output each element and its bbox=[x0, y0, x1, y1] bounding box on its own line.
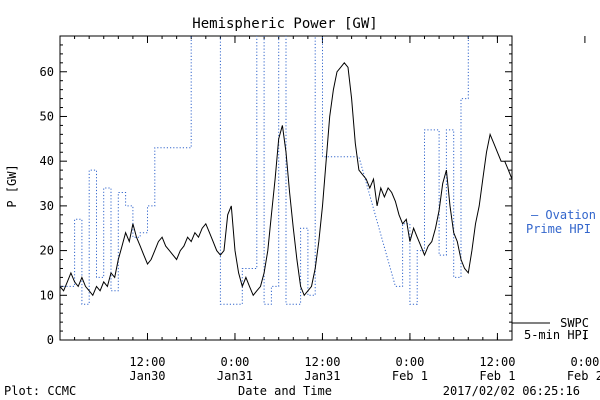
x-tick-time: 12:00 bbox=[479, 355, 515, 369]
ovation-legend-line1: — Ovation bbox=[531, 208, 596, 222]
swpc-legend: SWPC 5-min HPI bbox=[512, 316, 589, 342]
x-tick-time: 12:00 bbox=[304, 355, 340, 369]
y-tick-label: 20 bbox=[40, 244, 54, 258]
x-tick-date: Jan31 bbox=[217, 369, 253, 383]
y-tick-label: 0 bbox=[47, 333, 54, 347]
x-tick-date: Feb 2 bbox=[567, 369, 600, 383]
x-tick-time: 0:00 bbox=[221, 355, 250, 369]
swpc-legend-line2: 5-min HPI bbox=[524, 328, 589, 342]
swpc-legend-line1: SWPC bbox=[560, 316, 589, 330]
series-layer bbox=[60, 36, 512, 305]
y-axis-label: P [GW] bbox=[5, 164, 19, 207]
plot-credit: Plot: CCMC bbox=[4, 384, 76, 398]
ovation-legend-line2: Prime HPI bbox=[526, 222, 591, 236]
plot-frame bbox=[59, 35, 513, 341]
y-tick-label: 50 bbox=[40, 109, 54, 123]
x-tick-time: 0:00 bbox=[570, 355, 599, 369]
chart-title: Hemispheric Power [GW] bbox=[192, 16, 377, 32]
y-tick-label: 60 bbox=[40, 65, 54, 79]
axes: 010203040506012:00Jan300:00Jan3112:00Jan… bbox=[40, 35, 600, 383]
ovation-prime-line bbox=[60, 36, 469, 305]
y-tick-label: 10 bbox=[40, 288, 54, 302]
y-tick-label: 30 bbox=[40, 199, 54, 213]
ovation-legend: — Ovation Prime HPI bbox=[526, 208, 596, 236]
x-tick-date: Jan31 bbox=[304, 369, 340, 383]
y-tick-label: 40 bbox=[40, 154, 54, 168]
timestamp: 2017/02/02 06:25:16 bbox=[443, 384, 580, 398]
x-tick-date: Jan30 bbox=[129, 369, 165, 383]
x-tick-date: Feb 1 bbox=[479, 369, 515, 383]
x-tick-time: 0:00 bbox=[395, 355, 424, 369]
swpc-hpi-line bbox=[60, 62, 512, 297]
x-axis-label: Date and Time bbox=[238, 384, 332, 398]
x-tick-date: Feb 1 bbox=[392, 369, 428, 383]
x-tick-time: 12:00 bbox=[129, 355, 165, 369]
